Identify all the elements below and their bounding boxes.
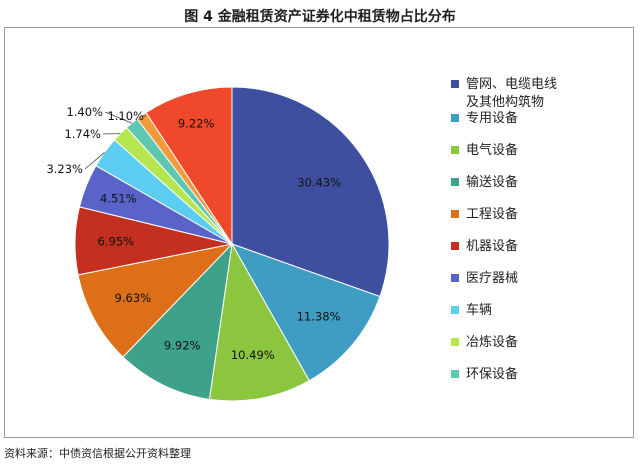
legend-swatch-10 xyxy=(451,370,459,378)
data-label-3: 10.49% xyxy=(231,348,275,362)
legend-label-2: 专用设备 xyxy=(466,110,518,126)
data-label-12: 9.22% xyxy=(178,117,215,131)
legend: 管网、电缆电线及其他构筑物专用设备电气设备输送设备工程设备机器设备医疗器械车辆冶… xyxy=(451,76,557,382)
data-label-5: 9.63% xyxy=(115,291,152,305)
data-label-6: 6.95% xyxy=(98,235,135,249)
data-label-8: 3.23% xyxy=(46,162,83,176)
legend-swatch-8 xyxy=(451,306,459,314)
legend-swatch-1 xyxy=(451,80,459,88)
data-label-9: 1.74% xyxy=(64,127,101,141)
leader-line-10 xyxy=(104,111,132,124)
source-note: 资料来源：中债资信根据公开资料整理 xyxy=(4,447,191,460)
data-label-11: 1.10% xyxy=(107,109,144,123)
legend-label-4: 输送设备 xyxy=(466,174,518,190)
chart-frame: 30.43% 11.38% 10.49% 9.92% 9.63% 6.95% 4.51% 3.… xyxy=(4,27,634,438)
legend-label-6: 机器设备 xyxy=(466,238,518,254)
data-label-4: 9.92% xyxy=(164,338,201,352)
leader-line-8 xyxy=(84,152,105,170)
legend-swatch-7 xyxy=(451,274,459,282)
leader-lines xyxy=(84,111,147,170)
data-labels: 30.43% 11.38% 10.49% 9.92% 9.63% 6.95% 4.51% 3.… xyxy=(46,105,341,362)
legend-swatch-4 xyxy=(451,178,459,186)
data-label-10: 1.40% xyxy=(66,105,103,119)
legend-swatch-9 xyxy=(451,338,459,346)
legend-label-7: 医疗器械 xyxy=(466,271,518,286)
pie-slice-4 xyxy=(122,242,233,400)
legend-swatch-5 xyxy=(451,210,459,218)
legend-label-5: 工程设备 xyxy=(466,206,518,222)
data-label-1: 30.43% xyxy=(297,175,341,189)
pie-slice-5 xyxy=(77,243,234,358)
pie-slice-1 xyxy=(231,86,390,298)
legend-label-10: 环保设备 xyxy=(466,366,518,382)
data-label-7: 4.51% xyxy=(100,192,137,206)
legend-swatch-3 xyxy=(451,146,459,154)
pie-slice-2 xyxy=(230,243,381,382)
pie-slice-3 xyxy=(208,242,310,402)
chart-title: 图 4 金融租赁资产证券化中租赁物占比分布 xyxy=(184,9,456,25)
legend-label-9: 冶炼设备 xyxy=(466,334,518,350)
legend-swatch-2 xyxy=(451,114,459,122)
legend-label-1-line2: 及其他构筑物 xyxy=(466,94,544,110)
data-label-2: 11.38% xyxy=(297,310,341,324)
legend-swatch-6 xyxy=(451,242,459,250)
legend-label-3: 电气设备 xyxy=(466,142,518,158)
legend-label-1: 管网、电缆电线 xyxy=(466,76,557,92)
legend-label-8: 车辆 xyxy=(466,302,492,318)
pie-chart: 30.43% 11.38% 10.49% 9.92% 9.63% 6.95% 4.51% 3.… xyxy=(46,76,557,402)
pie-slice-12 xyxy=(145,86,233,246)
